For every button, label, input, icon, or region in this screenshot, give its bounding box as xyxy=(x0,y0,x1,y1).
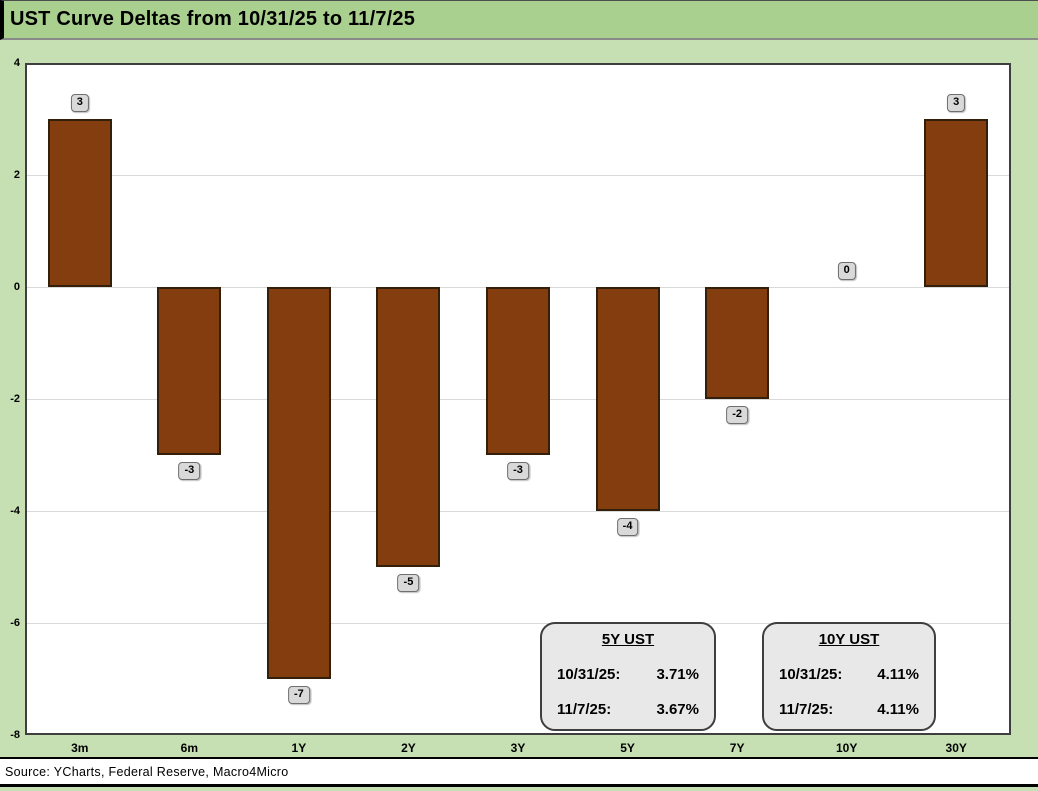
x-axis-tick-label: 5Y xyxy=(620,741,635,755)
x-axis-tick-label: 6m xyxy=(180,741,198,755)
bar-6m xyxy=(157,287,222,455)
callout-row: 10/31/25: 4.11% xyxy=(777,666,921,683)
callout-10y-ust: 10Y UST 10/31/25: 4.11% 11/7/25: 4.11% xyxy=(762,622,936,731)
gridline xyxy=(27,510,1009,512)
bar-30Y xyxy=(924,119,989,287)
callout-5y-ust: 5Y UST 10/31/25: 3.71% 11/7/25: 3.67% xyxy=(540,622,716,731)
data-label-7Y: -2 xyxy=(726,406,748,424)
callout-row-value: 3.71% xyxy=(656,666,699,683)
data-label-10Y: 0 xyxy=(837,262,856,280)
callout-row: 11/7/25: 3.67% xyxy=(555,701,701,718)
callout-row: 10/31/25: 3.71% xyxy=(555,666,701,683)
data-label-6m: -3 xyxy=(178,462,201,480)
y-axis-tick-label: 2 xyxy=(13,169,20,181)
gridline xyxy=(27,174,1009,176)
callout-row: 11/7/25: 4.11% xyxy=(777,701,921,718)
bar-3Y xyxy=(486,287,550,455)
data-label-5Y: -4 xyxy=(616,518,639,536)
y-axis-tick-label: -2 xyxy=(10,393,20,405)
callout-row-label: 10/31/25: xyxy=(779,666,843,683)
y-axis-tick-label: -4 xyxy=(10,505,20,517)
source-bar: Source: YCharts, Federal Reserve, Macro4… xyxy=(0,757,1038,787)
y-axis-tick-label: -8 xyxy=(10,729,20,741)
x-axis-tick-label: 2Y xyxy=(401,741,416,755)
x-axis-tick-label: 7Y xyxy=(729,741,745,755)
y-axis-tick-label: -6 xyxy=(10,617,20,629)
data-label-2Y: -5 xyxy=(397,574,420,592)
callout-row-label: 11/7/25: xyxy=(557,701,612,718)
x-axis-tick-label: 3Y xyxy=(510,741,526,755)
chart-title: UST Curve Deltas from 10/31/25 to 11/7/2… xyxy=(10,8,416,30)
source-text: Source: YCharts, Federal Reserve, Macro4… xyxy=(5,764,289,779)
x-axis-tick-label: 10Y xyxy=(835,741,858,755)
callout-row-value: 3.67% xyxy=(656,701,699,718)
bar-7Y xyxy=(705,287,770,399)
data-label-1Y: -7 xyxy=(287,686,310,704)
callout-row-value: 4.11% xyxy=(877,701,919,718)
x-axis-tick-label: 3m xyxy=(71,741,89,755)
x-axis-tick-label: 1Y xyxy=(291,741,307,755)
data-label-3m: 3 xyxy=(70,94,89,112)
gridline xyxy=(27,622,1009,624)
chart-title-bar: UST Curve Deltas from 10/31/25 to 11/7/2… xyxy=(0,0,1038,40)
bar-3m xyxy=(47,119,112,287)
bar-2Y xyxy=(376,287,441,567)
y-axis-tick-label: 4 xyxy=(13,57,20,69)
y-axis-tick-label: 0 xyxy=(13,281,20,293)
data-label-3Y: -3 xyxy=(507,462,529,480)
callout-row-label: 10/31/25: xyxy=(557,666,621,683)
bar-1Y xyxy=(266,287,331,679)
x-axis-tick-label: 30Y xyxy=(945,741,967,755)
callout-row-label: 11/7/25: xyxy=(779,701,834,718)
callout-row-value: 4.11% xyxy=(877,666,919,683)
bar-5Y xyxy=(595,287,660,511)
callout-title: 5Y UST xyxy=(601,631,655,648)
callout-title: 10Y UST xyxy=(818,631,880,648)
data-label-30Y: 3 xyxy=(947,94,966,112)
